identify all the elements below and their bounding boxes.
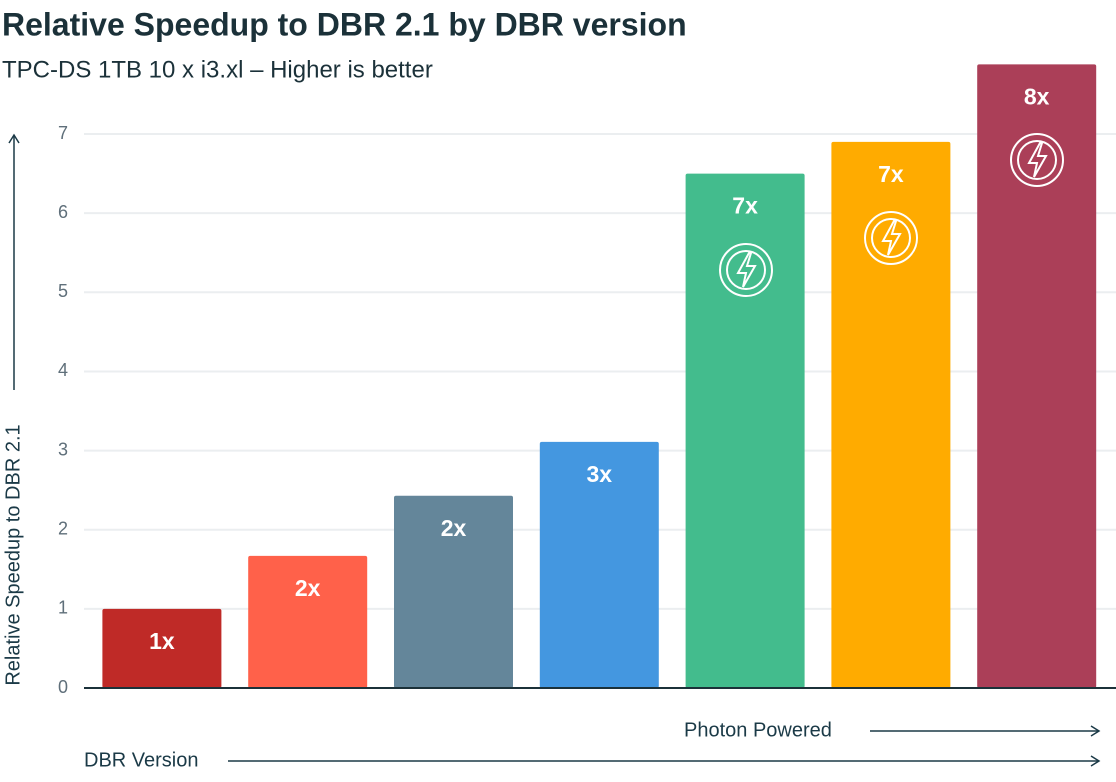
value-label: 8x — [1024, 83, 1050, 109]
photon-icon — [1010, 133, 1064, 187]
y-tick-label: 1 — [58, 598, 68, 618]
y-tick-label: 0 — [58, 677, 68, 697]
icon-ring-inner — [871, 218, 911, 258]
value-label: 1x — [149, 628, 175, 654]
icon-bolt — [1027, 142, 1048, 178]
bar — [977, 64, 1097, 688]
chart-title: Relative Speedup to DBR 2.1 by DBR versi… — [2, 6, 687, 42]
y-axis-label: Relative Speedup to DBR 2.1 — [2, 424, 24, 685]
value-label: 7x — [732, 193, 758, 219]
bar — [685, 173, 805, 689]
photon-icon — [864, 211, 918, 265]
value-label: 2x — [295, 575, 321, 601]
x-arrow-head — [1090, 755, 1101, 767]
annotation: Photon Powered — [684, 719, 832, 741]
value-label: 2x — [441, 515, 467, 541]
y-tick-label: 5 — [58, 281, 68, 301]
icon-bolt — [881, 220, 902, 256]
y-tick-label: 3 — [58, 439, 68, 459]
annotation-arrow-head — [1090, 725, 1101, 737]
bar — [394, 495, 513, 688]
bar — [539, 441, 659, 688]
x-axis-label: DBR Version — [84, 749, 199, 771]
bar — [831, 141, 951, 688]
value-label: 7x — [878, 161, 904, 187]
plot-area: 0 1 2 3 4 5 6 7 1x 2x 2x 3x 7x 7x 8x — [58, 64, 1116, 697]
icon-ring — [719, 243, 773, 297]
y-arrow-head — [8, 133, 20, 144]
icon-bolt — [736, 252, 757, 288]
icon-ring-inner — [1017, 140, 1057, 180]
icon-ring-inner — [726, 250, 766, 290]
chart-subtitle: TPC-DS 1TB 10 x i3.xl – Higher is better — [2, 56, 433, 83]
y-tick-label: 2 — [58, 518, 68, 538]
photon-icon — [719, 243, 773, 297]
bar — [248, 555, 368, 688]
y-tick-label: 7 — [58, 123, 68, 143]
icon-ring — [864, 211, 918, 265]
value-label: 3x — [587, 461, 613, 487]
y-tick-label: 4 — [58, 360, 68, 380]
y-tick-label: 6 — [58, 202, 68, 222]
bar — [102, 608, 222, 688]
icon-ring — [1010, 133, 1064, 187]
